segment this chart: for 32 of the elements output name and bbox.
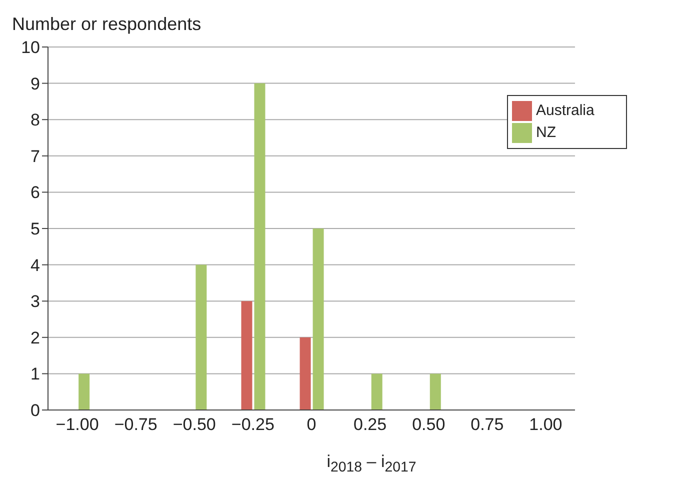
legend-label: Australia [536, 102, 594, 119]
x-tick-label: 0 [306, 415, 316, 434]
bar [196, 264, 207, 410]
x-tick-label: −0.50 [172, 415, 216, 434]
bar [312, 228, 324, 410]
x-tick-label: −0.25 [231, 415, 274, 434]
y-tick-label: 9 [30, 74, 40, 94]
bar [241, 301, 252, 410]
y-tick-label: 3 [30, 292, 40, 312]
x-tick-label: 1.00 [529, 415, 562, 434]
x-tick-label: 0.50 [412, 415, 446, 434]
x-axis-title: i$_{2018}$ – i$_{2017}$ [326, 452, 418, 476]
y-axis-title: Number or respondents [12, 14, 202, 35]
bar [300, 337, 311, 410]
y-tick-label: 8 [30, 110, 40, 130]
y-tick-label: 7 [30, 146, 40, 166]
legend-label: NZ [536, 124, 556, 141]
y-tick-label: 2 [30, 328, 40, 348]
bar [430, 374, 441, 410]
bar [78, 374, 90, 410]
bar [254, 83, 266, 410]
bar [371, 374, 382, 410]
y-tick-label: 5 [30, 220, 40, 239]
y-tick-label: 4 [30, 256, 40, 275]
y-tick-label: 1 [30, 364, 40, 384]
x-tick-label: 0.75 [470, 415, 504, 434]
x-tick-label: 0.25 [354, 415, 387, 434]
y-tick-label: 10 [21, 38, 40, 58]
y-tick-label: 6 [30, 183, 40, 202]
x-tick-label: −0.75 [114, 415, 158, 434]
x-tick-label: −1.00 [56, 415, 99, 434]
y-tick-label: 0 [30, 401, 40, 420]
